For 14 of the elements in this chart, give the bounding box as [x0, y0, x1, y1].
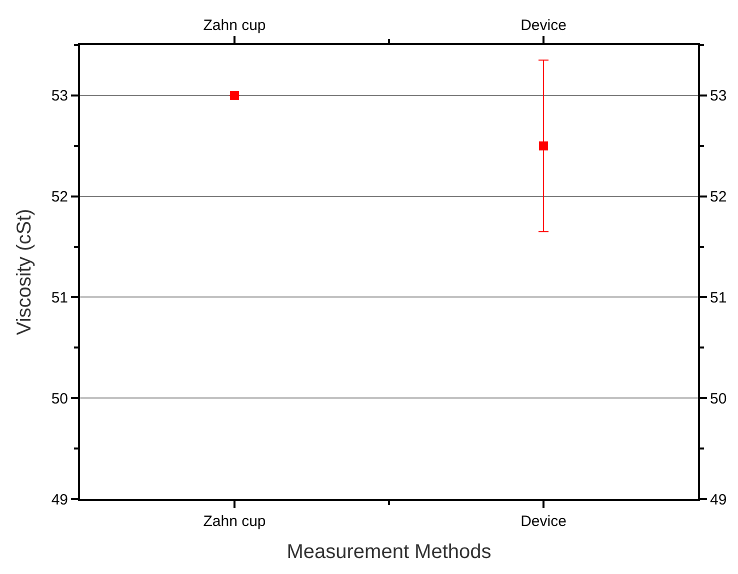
- x-axis-title: Measurement Methods: [286, 541, 492, 563]
- y2-tick-label: 52: [710, 188, 727, 206]
- y2-tick-label: 53: [710, 88, 727, 105]
- y-tick-label: 51: [51, 289, 68, 306]
- category-label: Device: [520, 513, 566, 530]
- y-tick-label: 52: [51, 188, 68, 206]
- y-tick-label: 53: [51, 88, 68, 105]
- y2-tick-label: 51: [710, 289, 727, 306]
- y2-tick-label: 49: [710, 491, 727, 508]
- y-tick-label: 50: [51, 390, 68, 408]
- y-tick-label: 49: [51, 491, 68, 508]
- y2-tick-label: 50: [710, 390, 727, 408]
- category-label: Zahn cup: [203, 513, 266, 530]
- y-axis-title: Viscosity (cSt): [13, 208, 36, 336]
